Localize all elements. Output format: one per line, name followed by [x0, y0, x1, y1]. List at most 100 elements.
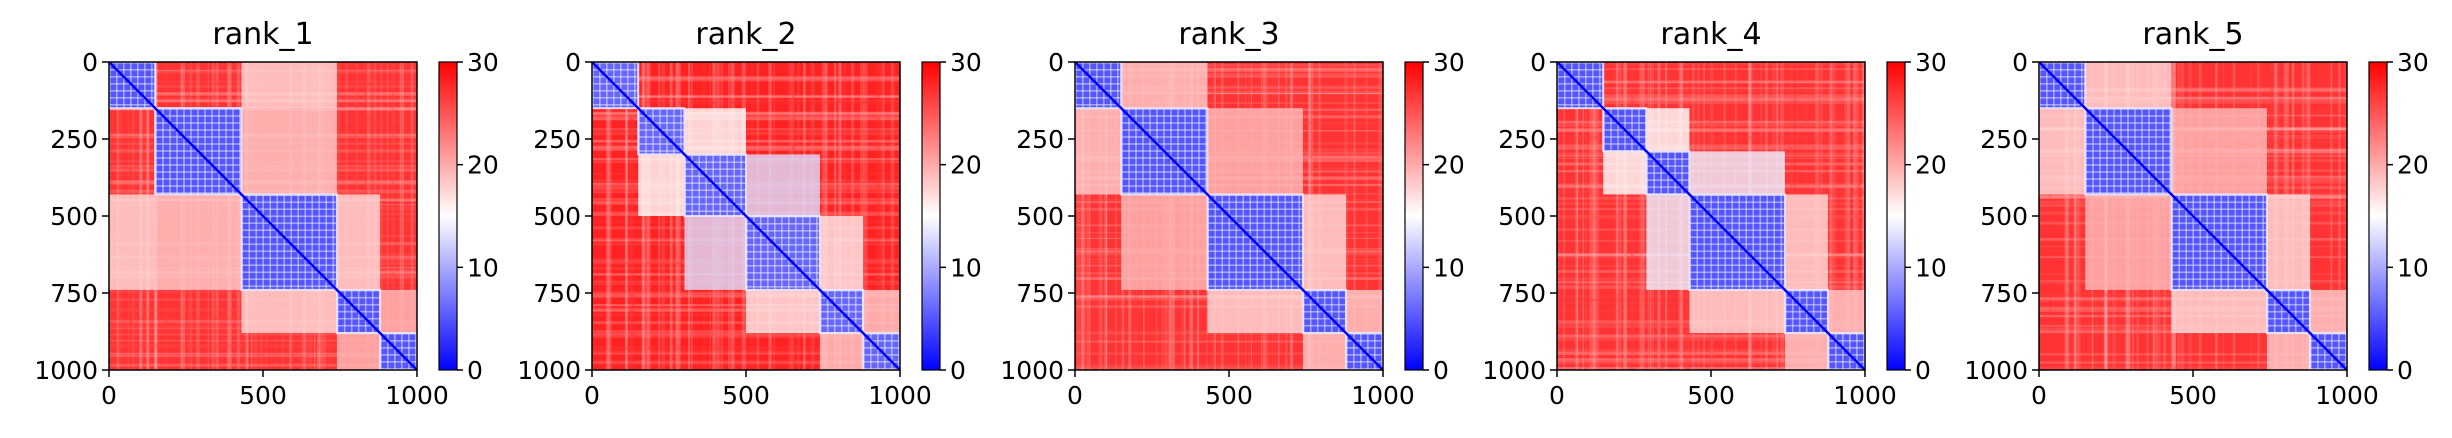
heatmap-speckle: [1689, 215, 1785, 218]
heatmap-block-edge: [1783, 288, 1830, 335]
heatmap-speckle: [1110, 62, 1112, 109]
heatmap-speckle: [1784, 317, 1829, 320]
colorbar-tick-label: 10: [2397, 253, 2429, 282]
heatmap-speckle: [877, 333, 879, 370]
heatmap-speckle: [1689, 271, 1785, 274]
colorbar-tick-label: 30: [2397, 48, 2429, 77]
heatmap-cross-block: [2266, 333, 2311, 370]
heatmap-speckle: [1367, 333, 1369, 370]
heatmap-streak: [592, 78, 900, 80]
colorbar-tick-label: 20: [950, 151, 982, 180]
heatmap-speckle: [1346, 354, 1383, 356]
heatmap-speckle: [1689, 250, 1785, 253]
heatmap-speckle: [1731, 194, 1734, 290]
heatmap-speckle: [1191, 108, 1193, 195]
heatmap-speckle: [155, 122, 242, 124]
heatmap-speckle: [241, 236, 337, 239]
heatmap-speckle: [311, 194, 314, 290]
heatmap-speckle: [746, 272, 820, 274]
heatmap-block-edge: [1645, 150, 1691, 196]
heatmap-speckle: [2338, 333, 2340, 370]
heatmap-speckle: [2067, 62, 2069, 109]
heatmap-speckle: [1207, 229, 1303, 232]
heatmap-speckle: [854, 289, 857, 334]
heatmap-diagonal: [1075, 62, 1383, 370]
heatmap-speckle: [1592, 62, 1594, 109]
heatmap-speckle: [1291, 194, 1294, 290]
heatmap-cross-block: [1689, 151, 1785, 195]
heatmap-speckle: [109, 104, 156, 106]
heatmap-streak: [592, 332, 900, 336]
heatmap-speckle: [1117, 62, 1119, 109]
colorbar: [438, 61, 458, 371]
heatmap-speckle: [592, 90, 639, 92]
heatmap-streak: [865, 62, 868, 370]
heatmap-streak: [1557, 337, 1865, 341]
heatmap-speckle: [1075, 104, 1122, 106]
heatmap-speckle: [155, 185, 242, 187]
heatmap-cross-block: [1689, 289, 1785, 334]
y-tick-label: 500: [1498, 202, 1546, 231]
heatmap-cross-block: [819, 333, 864, 370]
heatmap-speckle: [2310, 340, 2347, 342]
heatmap-speckle: [2199, 194, 2202, 290]
heatmap-speckle: [1142, 108, 1144, 195]
heatmap-speckle: [2039, 104, 2086, 106]
heatmap-cross-block: [684, 216, 746, 290]
colorbar-tick-label: 10: [1915, 253, 1947, 282]
y-tick-label: 250: [1980, 125, 2028, 154]
heatmap-streak: [1829, 62, 1833, 370]
heatmap-speckle: [2171, 243, 2267, 246]
y-tick-label: 500: [533, 202, 581, 231]
heatmap-speckle: [1075, 97, 1122, 99]
heatmap-streak: [1557, 94, 1865, 98]
heatmap-speckle: [1121, 115, 1208, 117]
heatmap-speckle: [218, 108, 220, 195]
heatmap-streak: [2342, 62, 2346, 370]
heatmap-speckle: [863, 368, 900, 370]
colorbar-tick-label: 20: [1433, 151, 1465, 180]
heatmap-streak: [410, 62, 414, 370]
y-tick-label: 500: [1980, 202, 2028, 231]
heatmap-streak: [1574, 62, 1577, 370]
heatmap-speckle: [1849, 333, 1851, 370]
heatmap-streak: [1075, 86, 1383, 90]
heatmap-speckle: [2171, 257, 2267, 260]
x-tick-label: 0: [1067, 381, 1083, 410]
heatmap-speckle: [408, 333, 410, 370]
heatmap-speckle: [1135, 108, 1137, 195]
heatmap-cells: [592, 62, 900, 370]
x-tick-label: 1000: [2315, 381, 2379, 410]
heatmap-speckle: [155, 115, 242, 117]
heatmap-streak: [1075, 63, 1383, 68]
heatmap-block-edge: [592, 62, 640, 110]
heatmap-block-edge: [818, 288, 865, 335]
y-tick-label: 0: [82, 48, 98, 77]
heatmap-streak: [1557, 98, 1865, 102]
heatmap-cross-block: [2085, 194, 2172, 290]
heatmap-speckle: [2113, 108, 2115, 195]
heatmap-speckle: [1646, 158, 1690, 160]
heatmap-streak: [1075, 75, 1383, 78]
heatmap-speckle: [684, 182, 746, 184]
x-tick-label: 500: [239, 381, 287, 410]
heatmap-speckle: [1599, 62, 1601, 109]
x-tick-label: 1000: [868, 381, 932, 410]
chart-title: rank_1: [212, 17, 313, 52]
heatmap-speckle: [1828, 347, 1865, 349]
heatmap-speckle: [802, 216, 804, 290]
heatmap-speckle: [819, 296, 864, 299]
heatmap-speckle: [1277, 194, 1280, 290]
heatmap-block-edge: [379, 332, 417, 370]
heatmap-streak: [1557, 81, 1865, 84]
heatmap-speckle: [1337, 289, 1340, 334]
heatmap-speckle: [1121, 164, 1208, 166]
colorbar-tick-label: 30: [1915, 48, 1947, 77]
heatmap-cross-block: [2085, 62, 2172, 109]
heatmap-streak: [1557, 129, 1865, 133]
heatmap-cross-block: [155, 194, 242, 290]
heatmap-speckle: [1228, 194, 1231, 290]
colorbar: [921, 61, 941, 371]
heatmap-speckle: [1557, 69, 1604, 71]
heatmap-speckle: [638, 150, 685, 152]
